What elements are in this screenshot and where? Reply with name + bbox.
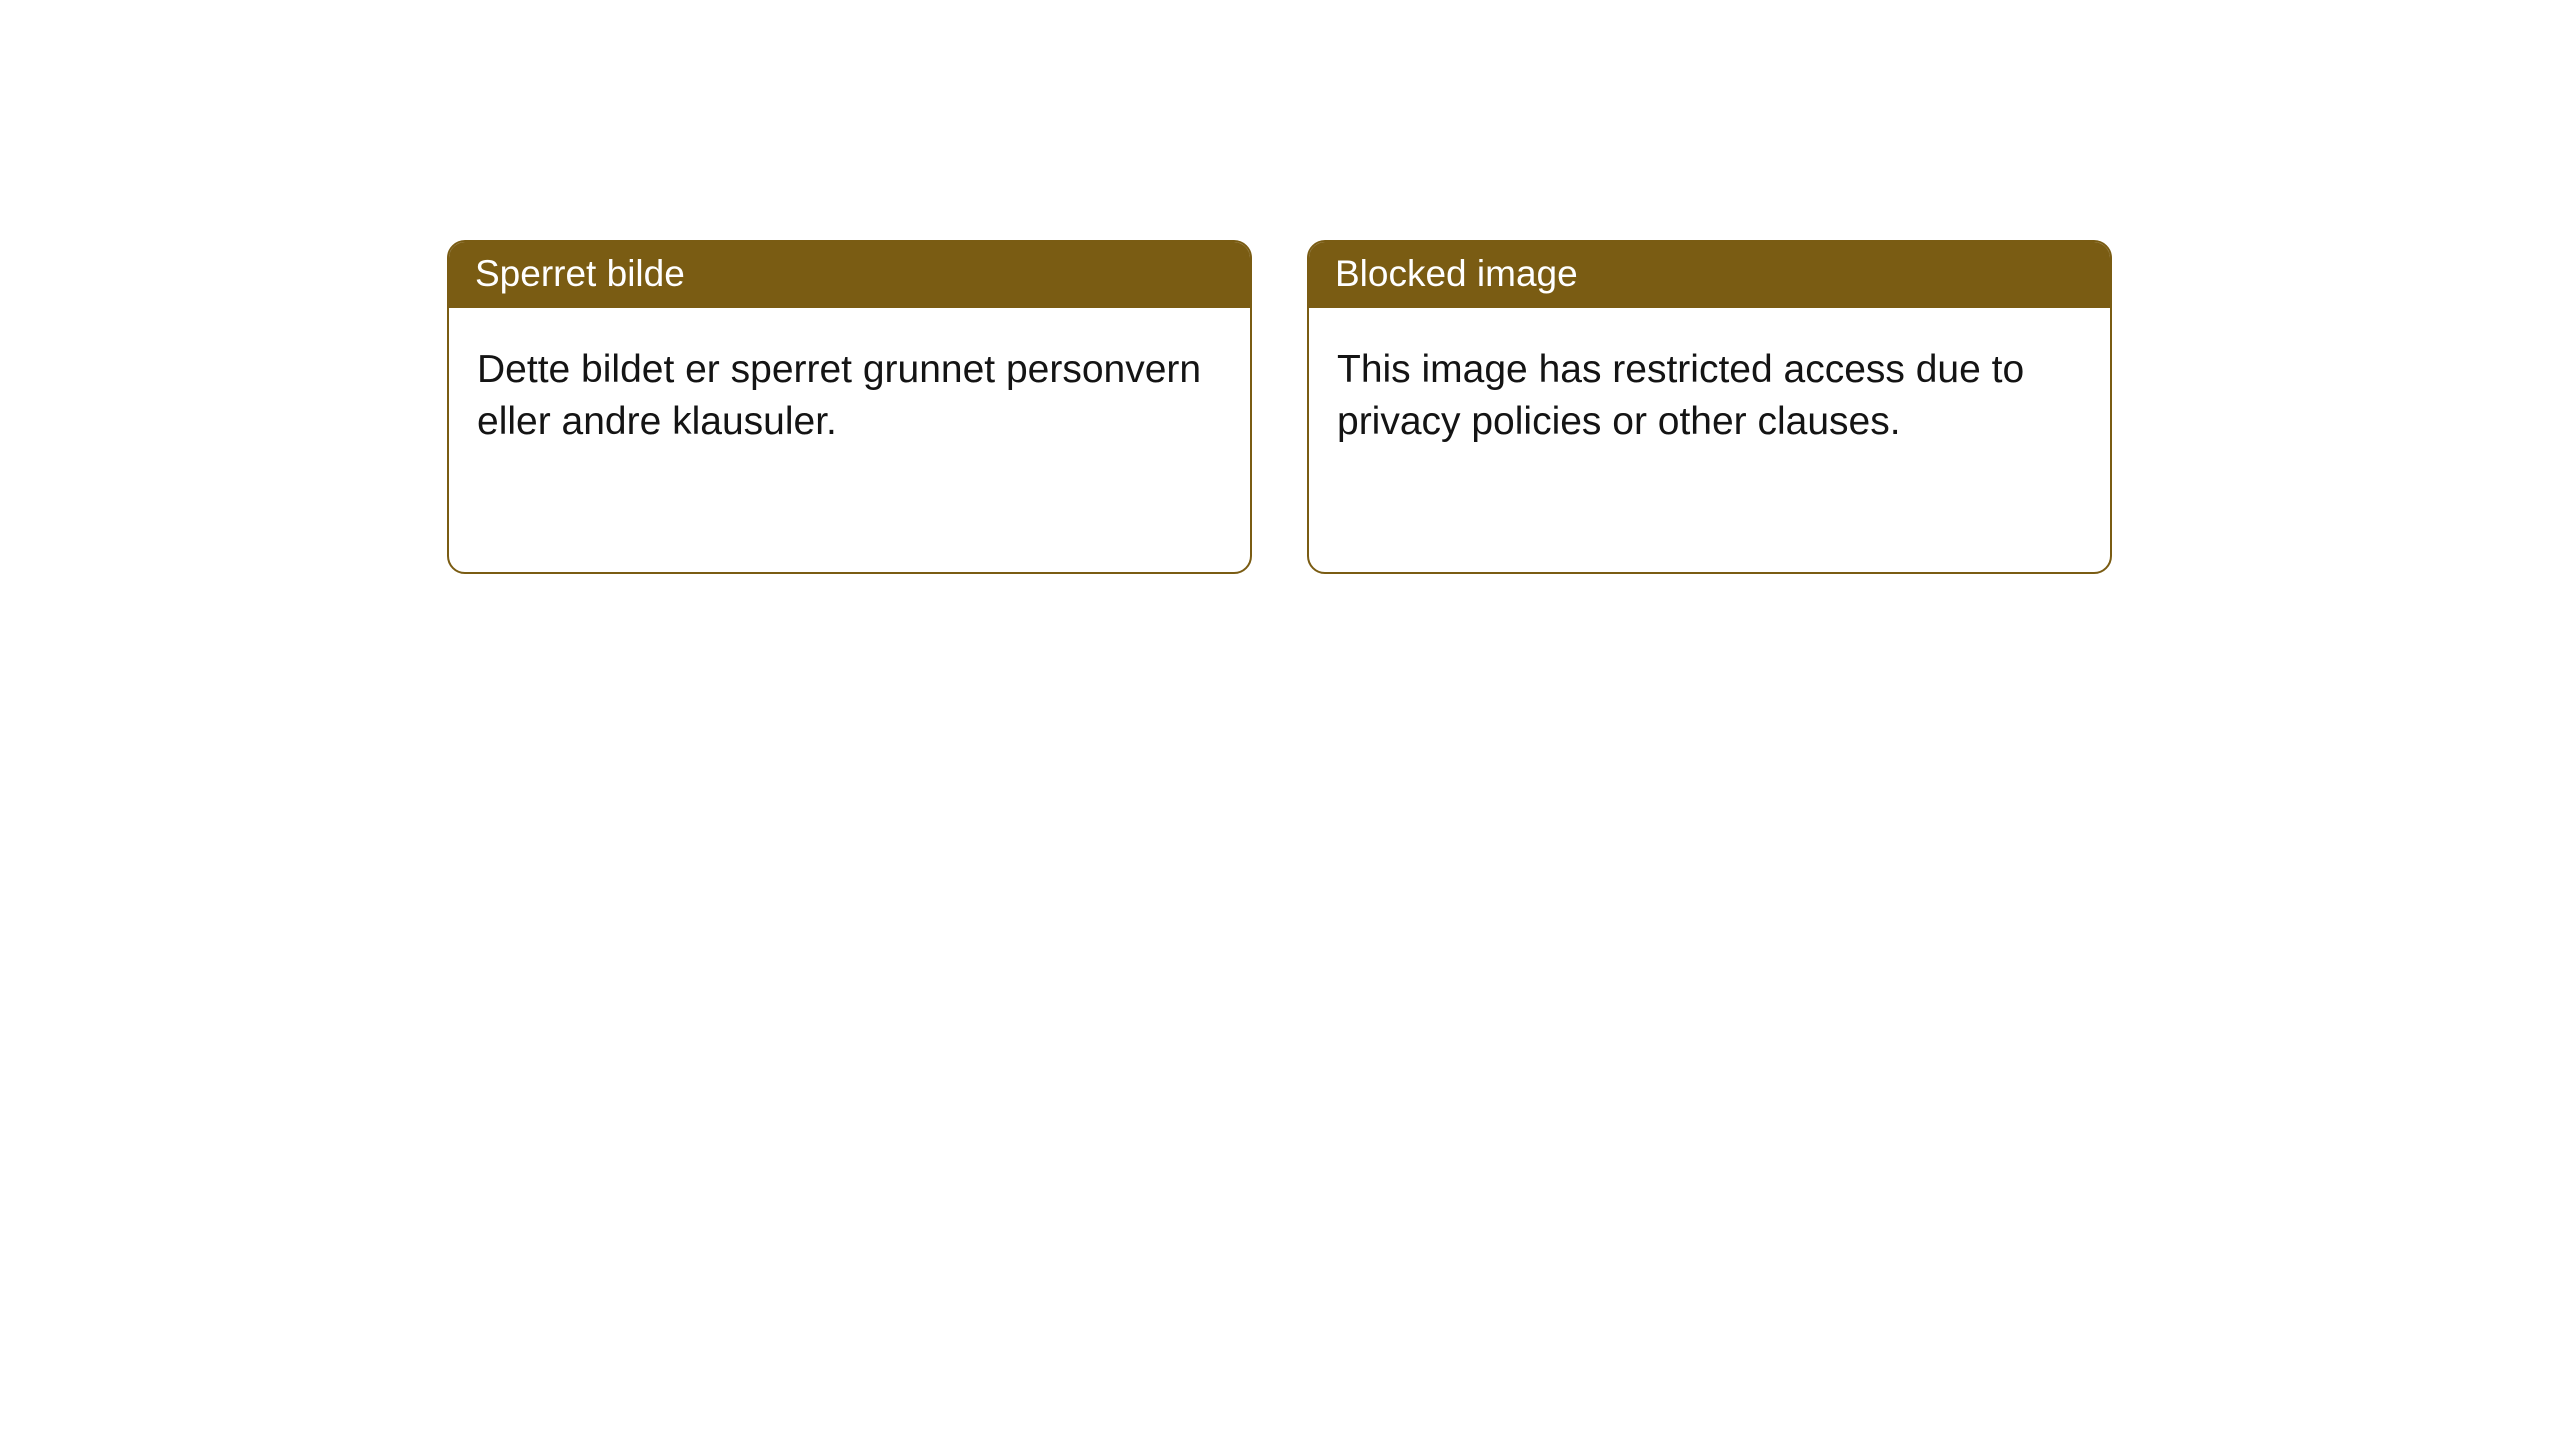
card-blocked-norwegian: Sperret bilde Dette bildet er sperret gr… bbox=[447, 240, 1252, 574]
card-body: Dette bildet er sperret grunnet personve… bbox=[449, 308, 1250, 572]
card-header: Blocked image bbox=[1309, 242, 2110, 308]
page-root: Sperret bilde Dette bildet er sperret gr… bbox=[0, 0, 2560, 1440]
cards-row: Sperret bilde Dette bildet er sperret gr… bbox=[447, 240, 2112, 574]
card-body: This image has restricted access due to … bbox=[1309, 308, 2110, 572]
card-blocked-english: Blocked image This image has restricted … bbox=[1307, 240, 2112, 574]
card-header: Sperret bilde bbox=[449, 242, 1250, 308]
